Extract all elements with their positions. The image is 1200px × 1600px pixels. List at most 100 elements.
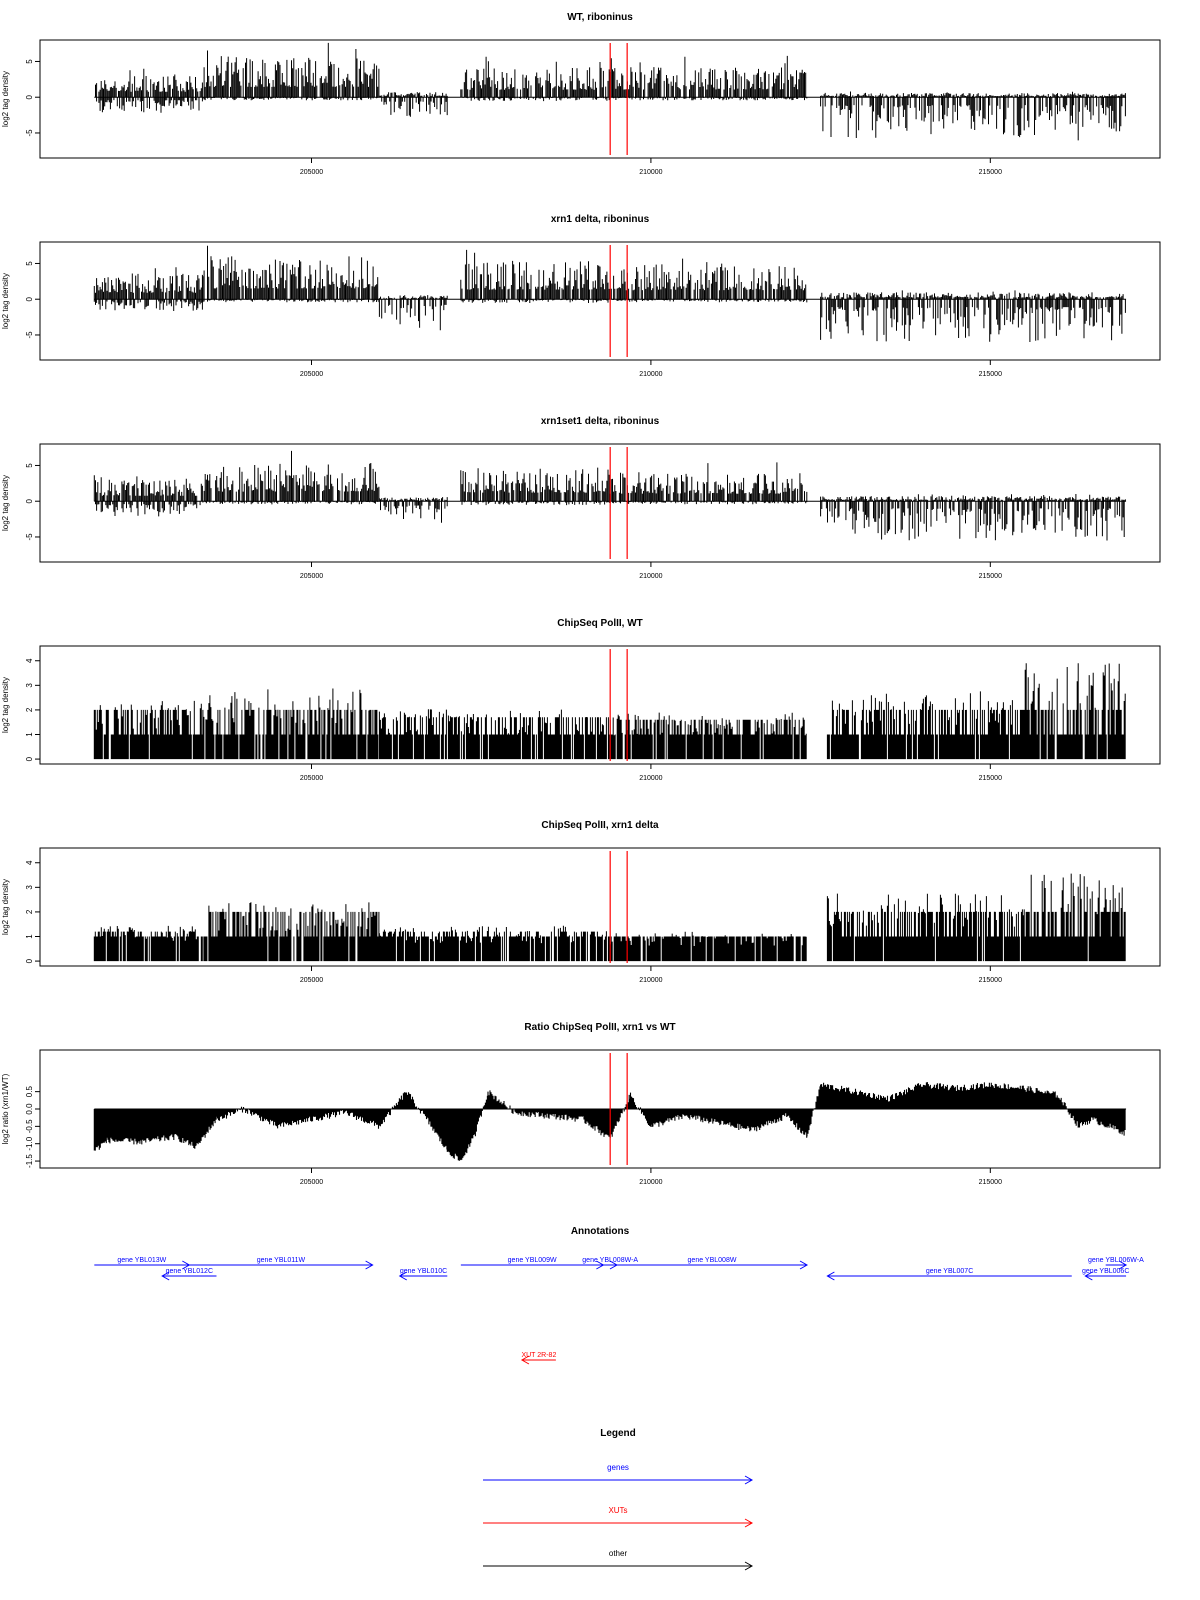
- chart-title: WT, riboninus: [567, 12, 633, 23]
- chart-panel-4: ChipSeq PolII, WT 0 1 2 3 4 log2 tag density 20…: [1, 618, 1161, 782]
- gene-arrow-head: [826, 1271, 835, 1281]
- gene-label: gene YBL009W: [508, 1257, 557, 1264]
- chart-title: ChipSeq PolII, xrn1 delta: [541, 820, 659, 831]
- x-tick-label: 205000: [300, 775, 323, 782]
- gene-label: gene YBL006C: [1082, 1268, 1129, 1275]
- chart-panel-6: Ratio ChipSeq PolII, xrn1 vs WT -1.5 -1.0 -…: [1, 1022, 1161, 1186]
- x-tick-label: 210000: [639, 169, 662, 176]
- plot-frame: [39, 645, 1161, 765]
- plot-frame: [39, 241, 1161, 361]
- chart-title: xrn1set1 delta, riboninus: [541, 416, 660, 427]
- x-tick-label: 205000: [300, 1179, 323, 1186]
- legend-item-arrow-head: [744, 1518, 754, 1528]
- legend-item-arrow-head: [744, 1475, 754, 1485]
- y-tick-label: 2: [25, 909, 34, 914]
- plot-frame: [39, 847, 1161, 967]
- ratio-area: [93, 1082, 1126, 1161]
- gene-arrow-head: [398, 1271, 408, 1281]
- gene-label: gene YBL008W-A: [582, 1257, 638, 1264]
- chipseq-bars: [93, 873, 1126, 962]
- density-spikes: [93, 450, 1126, 541]
- y-tick-label: 3: [25, 885, 34, 890]
- y-tick-label: 0.5: [25, 1086, 34, 1098]
- y-tick-label: -1.0: [25, 1136, 34, 1150]
- x-tick-label: 205000: [300, 371, 323, 378]
- gene-arrow-head: [365, 1260, 374, 1270]
- legend-item-label: other: [609, 1549, 628, 1558]
- chart-title: ChipSeq PolII, WT: [557, 618, 643, 629]
- legend-item-arrow-head: [744, 1561, 754, 1571]
- xut-label: XUT 2R-82: [521, 1352, 556, 1359]
- y-axis-label: log2 tag density: [1, 475, 10, 531]
- y-tick-label: 4: [25, 860, 34, 865]
- x-tick-label: 215000: [979, 169, 1002, 176]
- gene-label: gene YBL006W-A: [1088, 1257, 1144, 1264]
- y-tick-label: 0: [25, 958, 34, 963]
- annotations-title: Annotations: [571, 1226, 630, 1237]
- y-tick-label: 0: [25, 756, 34, 761]
- y-tick-label: -1.5: [25, 1154, 34, 1168]
- x-tick-label: 210000: [639, 775, 662, 782]
- y-tick-label: 5: [25, 463, 34, 468]
- gene-arrow-head: [1084, 1271, 1093, 1281]
- x-tick-label: 205000: [300, 169, 323, 176]
- gene-label: gene YBL010C: [400, 1268, 447, 1275]
- y-tick-label: 3: [25, 683, 34, 688]
- x-tick-label: 210000: [639, 1179, 662, 1186]
- chipseq-bars: [93, 663, 1126, 760]
- x-tick-label: 205000: [300, 573, 323, 580]
- y-tick-label: -0.5: [25, 1119, 34, 1133]
- y-tick-label: 5: [25, 261, 34, 266]
- x-tick-label: 210000: [639, 371, 662, 378]
- plot-frame: [39, 39, 1161, 159]
- legend-panel: Legend genes XUTs other: [483, 1428, 754, 1571]
- data-layer: [93, 663, 1126, 760]
- y-tick-label: 1: [25, 732, 34, 737]
- chart-title: Ratio ChipSeq PolII, xrn1 vs WT: [524, 1022, 675, 1033]
- legend-item-label: genes: [607, 1463, 629, 1472]
- y-tick-label: 2: [25, 707, 34, 712]
- x-tick-label: 215000: [979, 977, 1002, 984]
- chart-panel-2: xrn1 delta, riboninus -5 0 5 log2 tag densit…: [1, 214, 1161, 378]
- chart-title: xrn1 delta, riboninus: [551, 214, 650, 225]
- gene-arrow-head: [182, 1260, 191, 1270]
- y-tick-label: 0: [25, 94, 34, 99]
- legend-item-label: XUTs: [608, 1506, 627, 1515]
- x-tick-label: 210000: [639, 573, 662, 580]
- y-tick-label: -5: [25, 129, 34, 137]
- x-tick-label: 215000: [979, 1179, 1002, 1186]
- gene-arrow-head: [799, 1260, 809, 1270]
- y-tick-label: 0: [25, 498, 34, 503]
- gene-label: gene YBL012C: [166, 1268, 213, 1275]
- x-tick-label: 215000: [979, 371, 1002, 378]
- y-axis-label: log2 tag density: [1, 71, 10, 127]
- gene-label: gene YBL007C: [926, 1268, 973, 1275]
- gene-label: gene YBL013W: [117, 1257, 166, 1264]
- y-axis-label: log2 tag density: [1, 677, 10, 733]
- gene-label: gene YBL008W: [688, 1257, 737, 1264]
- chart-panel-1: WT, riboninus -5 0 5 log2 tag density 205000 2…: [1, 12, 1161, 176]
- y-tick-label: -5: [25, 331, 34, 339]
- y-axis-label: log2 tag density: [1, 879, 10, 935]
- y-tick-label: 4: [25, 658, 34, 663]
- chart-panel-5: ChipSeq PolII, xrn1 delta 0 1 2 3 4 log2 tag d…: [1, 820, 1161, 984]
- y-tick-label: 0.0: [25, 1103, 34, 1115]
- y-tick-label: -5: [25, 533, 34, 541]
- y-tick-label: 0: [25, 296, 34, 301]
- y-tick-label: 1: [25, 934, 34, 939]
- y-tick-label: 5: [25, 59, 34, 64]
- plot-frame: [39, 443, 1161, 563]
- x-tick-label: 215000: [979, 775, 1002, 782]
- y-axis-label: log2 ratio (xrn1/WT): [1, 1073, 10, 1144]
- gene-label: gene YBL011W: [257, 1257, 306, 1264]
- x-tick-label: 210000: [639, 977, 662, 984]
- legend-title: Legend: [600, 1428, 636, 1439]
- x-tick-label: 205000: [300, 977, 323, 984]
- x-tick-label: 215000: [979, 573, 1002, 580]
- gene-arrow-head: [1118, 1260, 1128, 1270]
- gene-arrow-head: [161, 1271, 170, 1281]
- data-layer: [93, 873, 1126, 962]
- chart-panel-3: xrn1set1 delta, riboninus -5 0 5 log2 tag de…: [1, 416, 1161, 580]
